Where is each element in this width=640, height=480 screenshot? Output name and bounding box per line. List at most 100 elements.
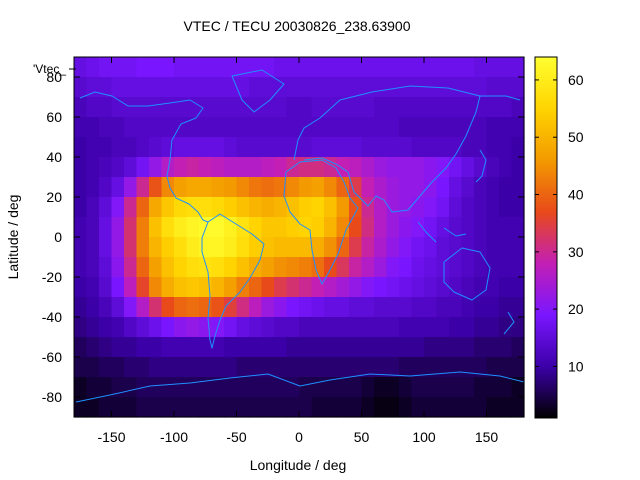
heatmap-cell <box>149 337 163 358</box>
heatmap-cell <box>249 217 263 238</box>
heatmap-cell <box>111 137 125 158</box>
heatmap-cell <box>311 97 325 118</box>
heatmap-cell <box>211 137 225 158</box>
heatmap-cell <box>386 157 400 178</box>
heatmap-cell <box>486 157 500 178</box>
heatmap-cell <box>124 137 138 158</box>
heatmap-cell <box>349 97 363 118</box>
heatmap-cell <box>186 297 200 318</box>
heatmap-cell <box>86 217 100 238</box>
heatmap-cell <box>311 237 325 258</box>
heatmap-cell <box>274 217 288 238</box>
heatmap-cell <box>199 157 213 178</box>
heatmap-cell <box>149 117 163 138</box>
heatmap-cell <box>511 277 525 298</box>
heatmap-cell <box>411 317 425 338</box>
heatmap-cell <box>449 257 463 278</box>
heatmap-cell <box>149 317 163 338</box>
heatmap-cell <box>224 337 238 358</box>
heatmap-cell <box>499 77 513 98</box>
heatmap-cell <box>399 277 413 298</box>
heatmap-cell <box>486 277 500 298</box>
heatmap-cell <box>411 257 425 278</box>
heatmap-cell <box>286 337 300 358</box>
heatmap-cell <box>374 397 388 418</box>
heatmap-cell <box>311 117 325 138</box>
heatmap-cell <box>499 397 513 418</box>
heatmap-cell <box>174 377 188 398</box>
heatmap-cell <box>411 277 425 298</box>
heatmap-cell <box>324 117 338 138</box>
heatmap-cell <box>249 177 263 198</box>
heatmap-cell <box>349 337 363 358</box>
heatmap-cell <box>224 137 238 158</box>
heatmap-cell <box>99 97 113 118</box>
heatmap-cell <box>311 297 325 318</box>
heatmap-cell <box>486 197 500 218</box>
heatmap-cell <box>399 97 413 118</box>
heatmap-cell <box>286 397 300 418</box>
heatmap-cell <box>149 257 163 278</box>
heatmap-cell <box>324 277 338 298</box>
y-tick-label: 0 <box>54 229 62 245</box>
heatmap-cell <box>449 117 463 138</box>
heatmap-cell <box>336 217 350 238</box>
heatmap-cell <box>236 157 250 178</box>
heatmap-cell <box>411 297 425 318</box>
heatmap-cell <box>299 77 313 98</box>
heatmap-cell <box>236 77 250 98</box>
heatmap-cell <box>349 157 363 178</box>
heatmap-cell <box>499 177 513 198</box>
heatmap-cell <box>124 57 138 78</box>
heatmap-cell <box>249 317 263 338</box>
heatmap-cell <box>236 357 250 378</box>
heatmap-cell <box>411 77 425 98</box>
heatmap-cell <box>124 197 138 218</box>
heatmap-cell <box>149 237 163 258</box>
heatmap-cell <box>161 217 175 238</box>
heatmap-cells <box>74 57 525 418</box>
heatmap-cell <box>361 297 375 318</box>
heatmap-cell <box>274 137 288 158</box>
heatmap-cell <box>124 317 138 338</box>
heatmap-cell <box>86 197 100 218</box>
heatmap-cell <box>486 257 500 278</box>
heatmap-cell <box>336 277 350 298</box>
heatmap-cell <box>436 217 450 238</box>
heatmap-cell <box>436 377 450 398</box>
heatmap-cell <box>99 177 113 198</box>
heatmap-cell <box>486 377 500 398</box>
heatmap-cell <box>474 77 488 98</box>
heatmap-cell <box>299 137 313 158</box>
heatmap-cell <box>499 217 513 238</box>
heatmap-cell <box>511 397 525 418</box>
heatmap-cell <box>149 297 163 318</box>
heatmap-cell <box>224 357 238 378</box>
heatmap-cell <box>161 237 175 258</box>
heatmap-cell <box>211 337 225 358</box>
heatmap-cell <box>299 97 313 118</box>
heatmap-cell <box>136 337 150 358</box>
heatmap-cell <box>299 357 313 378</box>
heatmap-cell <box>311 337 325 358</box>
heatmap-cell <box>411 157 425 178</box>
heatmap-cell <box>424 377 438 398</box>
heatmap-cell <box>349 237 363 258</box>
heatmap-cell <box>411 137 425 158</box>
y-tick-label: -60 <box>42 349 62 365</box>
heatmap-cell <box>161 77 175 98</box>
heatmap-cell <box>486 97 500 118</box>
heatmap-cell <box>186 217 200 238</box>
heatmap-cell <box>224 317 238 338</box>
heatmap-cell <box>199 137 213 158</box>
heatmap-cell <box>511 137 525 158</box>
heatmap-cell <box>474 177 488 198</box>
heatmap-cell <box>74 137 88 158</box>
heatmap-cell <box>461 177 475 198</box>
heatmap-cell <box>99 197 113 218</box>
heatmap-cell <box>74 257 88 278</box>
heatmap-cell <box>149 277 163 298</box>
heatmap-cell <box>361 237 375 258</box>
heatmap-cell <box>236 297 250 318</box>
